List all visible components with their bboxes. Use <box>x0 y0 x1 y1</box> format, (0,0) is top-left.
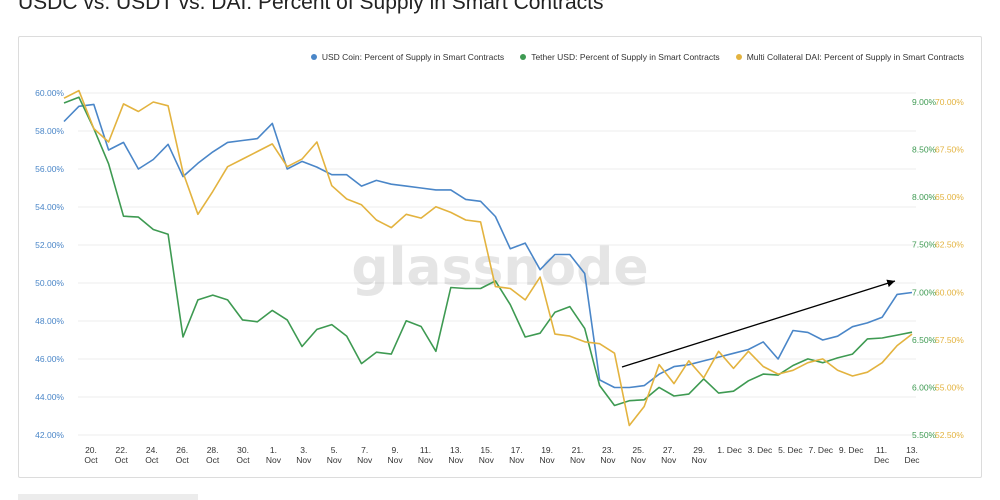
x-axis-tick-label-line2: Oct <box>206 455 220 465</box>
x-axis-tick-label: 30. <box>237 445 249 455</box>
right-axis-usdt-tick-label: 6.50% <box>912 335 937 345</box>
right-axis-usdt-tick-label: 8.50% <box>912 145 937 155</box>
right-axis-dai-tick-label: 65.00% <box>935 192 964 202</box>
x-axis-tick-label: 1. Dec <box>717 445 742 455</box>
x-axis-tick-label: 25. <box>632 445 644 455</box>
series-line-usdt <box>63 96 913 407</box>
x-axis-tick-label: 22. <box>115 445 127 455</box>
x-axis-tick-label: 1. <box>270 445 277 455</box>
x-axis-tick-label: 13. <box>450 445 462 455</box>
annotation-layer <box>621 279 896 368</box>
x-axis-tick-label-line2: Nov <box>600 455 616 465</box>
x-axis-tick-label-line2: Nov <box>327 455 343 465</box>
x-axis-tick-label-line2: Nov <box>631 455 647 465</box>
left-axis-tick-label: 60.00% <box>35 88 64 98</box>
x-axis-tick-label: 9. Dec <box>839 445 864 455</box>
x-axis-tick-label-line2: Nov <box>692 455 708 465</box>
left-axis-tick-label: 58.00% <box>35 126 64 136</box>
right-axis-dai-tick-label: 55.00% <box>935 382 964 392</box>
right-axis-dai-tick-label: 70.00% <box>935 97 964 107</box>
x-axis-tick-label-line2: Nov <box>418 455 434 465</box>
x-axis-tick-label-line2: Oct <box>145 455 159 465</box>
x-axis-tick-label-line2: Nov <box>448 455 464 465</box>
page-title: USDC vs. USDT vs. DAI: Percent of Supply… <box>18 0 604 14</box>
left-axis-tick-label: 50.00% <box>35 278 64 288</box>
x-axis-tick-label-line2: Nov <box>388 455 404 465</box>
x-axis-tick-label-line2: Nov <box>570 455 586 465</box>
x-axis-tick-label-line2: Oct <box>115 455 129 465</box>
left-axis-tick-label: 42.00% <box>35 430 64 440</box>
x-axis-tick-label-line2: Nov <box>266 455 282 465</box>
x-axis-tick-label-line2: Nov <box>296 455 312 465</box>
legend-marker-dai <box>735 54 742 60</box>
x-axis-tick-label: 23. <box>602 445 614 455</box>
x-axis-tick-label: 13. <box>906 445 918 455</box>
right-axis-dai-tick-label: 67.50% <box>935 145 964 155</box>
left-axis-tick-label: 52.00% <box>35 240 64 250</box>
right-axis-usdt-tick-label: 5.50% <box>912 430 937 440</box>
x-axis-tick-label-line2: Oct <box>84 455 98 465</box>
axis-labels: 60.00% 58.00% 56.00% 54.00% 52.00% 50.00% 48.0… <box>35 88 964 465</box>
right-axis-dai-tick-label: 60.00% <box>935 287 964 297</box>
chart-card <box>18 36 982 478</box>
x-axis-tick-label: 3. <box>300 445 307 455</box>
x-axis-tick-label: 7. Dec <box>808 445 833 455</box>
x-axis-tick-label: 17. <box>511 445 523 455</box>
series-line-usdc <box>63 103 913 389</box>
x-axis-tick-label: 5. Dec <box>778 445 803 455</box>
right-axis-dai-tick-label: 62.50% <box>935 240 964 250</box>
x-axis-tick-label: 21. <box>572 445 584 455</box>
x-axis-tick-label-line2: Nov <box>509 455 525 465</box>
chart-legend: USD Coin: Percent of Supply in Smart Con… <box>310 52 964 62</box>
series-line-dai <box>63 89 913 427</box>
x-axis-tick-label-line2: Nov <box>479 455 495 465</box>
x-axis-tick-label: 5. <box>331 445 338 455</box>
legend-item-usdt[interactable]: Tether USD: Percent of Supply in Smart C… <box>520 52 720 62</box>
x-axis-tick-label: 15. <box>480 445 492 455</box>
x-axis-tick-label: 9. <box>392 445 399 455</box>
left-axis-tick-label: 48.00% <box>35 316 64 326</box>
legend-item-usdc[interactable]: USD Coin: Percent of Supply in Smart Con… <box>310 52 505 62</box>
right-axis-dai-tick-label: 52.50% <box>935 430 964 440</box>
right-axis-usdt-tick-label: 7.00% <box>912 287 937 297</box>
right-axis-dai-tick-label: 57.50% <box>935 335 964 345</box>
x-axis-tick-label: 19. <box>541 445 553 455</box>
legend-marker-usdt <box>520 54 527 60</box>
legend-marker-usdc <box>310 54 317 60</box>
legend-item-dai[interactable]: Multi Collateral DAI: Percent of Supply … <box>735 52 964 62</box>
right-axis-usdt-tick-label: 6.00% <box>912 382 937 392</box>
left-axis-tick-label: 56.00% <box>35 164 64 174</box>
x-axis-tick-label-line2: Nov <box>357 455 373 465</box>
legend-label-usdt: Tether USD: Percent of Supply in Smart C… <box>531 52 720 62</box>
x-axis-tick-label-line2: Oct <box>236 455 250 465</box>
x-axis-tick-label: 11. <box>876 445 887 455</box>
series-layer <box>63 89 913 427</box>
legend-label-dai: Multi Collateral DAI: Percent of Supply … <box>746 52 964 62</box>
x-axis-tick-label: 29. <box>693 445 705 455</box>
x-axis-tick-label: 28. <box>207 445 219 455</box>
left-axis-tick-label: 46.00% <box>35 354 64 364</box>
x-axis-tick-label-line2: Nov <box>661 455 677 465</box>
x-axis-tick-label-line2: Nov <box>540 455 556 465</box>
x-axis-tick-label-line2: Oct <box>176 455 190 465</box>
x-axis-tick-label: 24. <box>146 445 158 455</box>
bottom-strip <box>18 494 198 500</box>
x-axis-tick-label: 3. Dec <box>748 445 773 455</box>
trend-arrow <box>621 279 896 368</box>
right-axis-usdt-tick-label: 8.00% <box>912 192 937 202</box>
right-axis-usdt-tick-label: 9.00% <box>912 97 937 107</box>
left-axis-tick-label: 44.00% <box>35 392 64 402</box>
right-axis-usdt-tick-label: 7.50% <box>912 240 937 250</box>
x-axis-tick-label: 26. <box>176 445 188 455</box>
x-axis-tick-label-line2: Dec <box>874 455 890 465</box>
x-axis-tick-label: 27. <box>663 445 675 455</box>
x-axis-tick-label: 11. <box>420 445 431 455</box>
x-axis-tick-label: 7. <box>361 445 368 455</box>
x-axis-tick-label-line2: Dec <box>904 455 920 465</box>
x-axis-tick-label: 20. <box>85 445 97 455</box>
legend-label-usdc: USD Coin: Percent of Supply in Smart Con… <box>321 52 505 62</box>
left-axis-tick-label: 54.00% <box>35 202 64 212</box>
